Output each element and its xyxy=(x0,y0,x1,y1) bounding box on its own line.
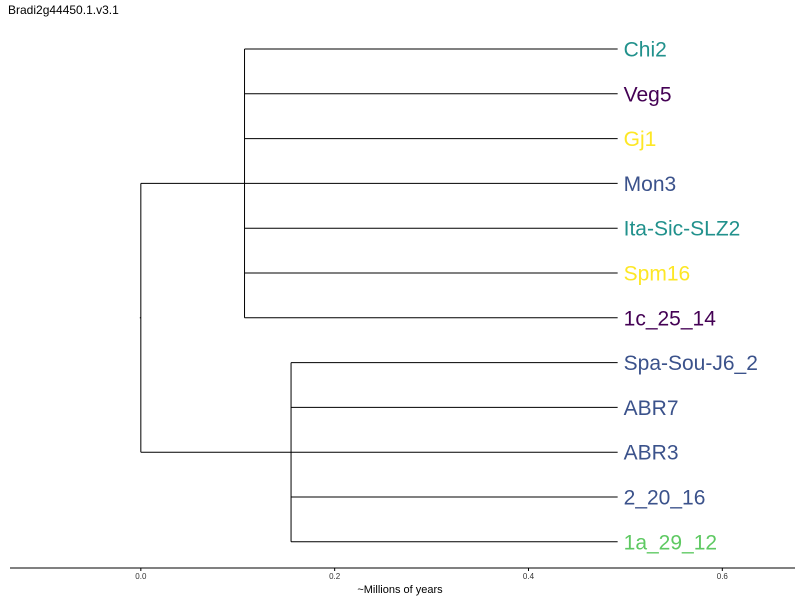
leaf-label: Mon3 xyxy=(624,173,677,196)
leaf-label: 2_20_16 xyxy=(624,487,706,510)
chart-title: Bradi2g44450.1.v3.1 xyxy=(8,3,119,17)
x-axis-tick-label: 0.6 xyxy=(717,572,729,581)
x-axis-tick-label: 0.4 xyxy=(523,572,535,581)
leaf-label: ABR3 xyxy=(624,442,679,465)
x-axis-tick-label: 0.2 xyxy=(329,572,341,581)
leaf-label: 1a_29_12 xyxy=(624,531,717,554)
leaf-label: Veg5 xyxy=(624,83,672,106)
leaf-label: Chi2 xyxy=(624,39,667,62)
leaf-label: Ita-Sic-SLZ2 xyxy=(624,218,741,241)
x-axis-title: ~Millions of years xyxy=(357,584,443,596)
leaf-label: ABR7 xyxy=(624,397,679,420)
leaf-label: Gj1 xyxy=(624,128,657,151)
x-axis-tick-label: 0.0 xyxy=(135,572,147,581)
leaf-label: 1c_25_14 xyxy=(624,307,717,330)
leaf-label: Spm16 xyxy=(624,263,691,286)
leaf-label: Spa-Sou-J6_2 xyxy=(624,352,758,375)
